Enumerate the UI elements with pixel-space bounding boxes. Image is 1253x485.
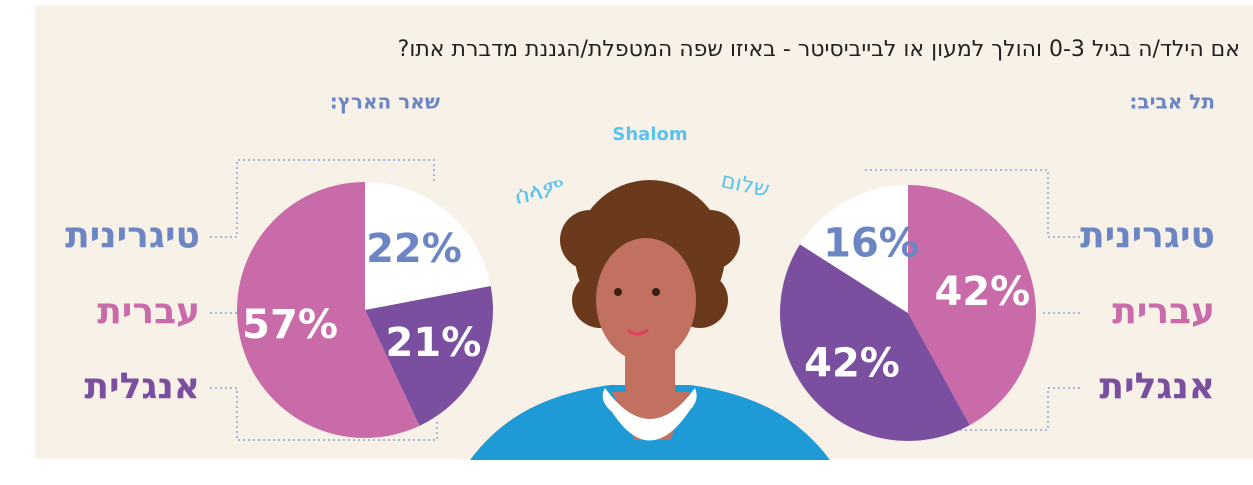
- value-label: 42%: [804, 341, 900, 387]
- page-title: אם הילד/ה בגיל 0-3 והולך למעון או לבייבי…: [398, 37, 1240, 62]
- pie-title: שאר הארץ:: [330, 90, 440, 114]
- category-label: אנגלית: [1099, 366, 1215, 407]
- category-label: טיגרינית: [1080, 215, 1215, 256]
- value-label: 21%: [386, 320, 482, 366]
- illustration: [470, 180, 830, 460]
- greeting: Shalom: [612, 124, 687, 145]
- pie-slice: [908, 185, 1037, 426]
- category-label: אנגלית: [84, 366, 200, 407]
- value-label: 42%: [935, 269, 1031, 315]
- pie-slice: [779, 244, 970, 442]
- pie-title: תל אביב:: [1129, 90, 1215, 114]
- pie-slice: [799, 185, 908, 313]
- value-label: 57%: [242, 302, 338, 348]
- connectors: [210, 159, 1080, 441]
- category-label: עברית: [1112, 291, 1215, 332]
- pie-slice: [365, 286, 493, 426]
- value-label: 16%: [823, 221, 919, 267]
- value-label: 22%: [366, 226, 462, 272]
- category-label: טיגרינית: [65, 215, 200, 256]
- category-label: עברית: [97, 291, 200, 332]
- pie-slice: [237, 182, 420, 438]
- pie-slice: [365, 182, 491, 310]
